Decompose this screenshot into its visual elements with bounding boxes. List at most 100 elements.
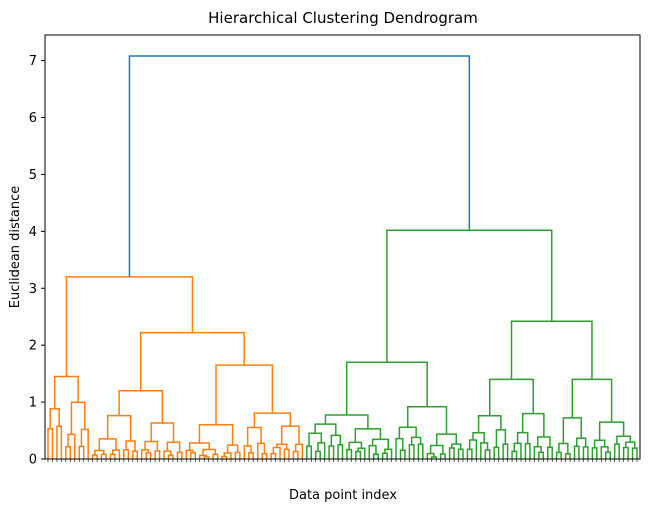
dendrogram-link <box>317 442 326 459</box>
dendrogram-link <box>125 440 136 452</box>
dendrogram-link <box>215 364 274 425</box>
dendrogram-link <box>202 448 217 456</box>
dendrogram-link <box>562 417 582 444</box>
dendrogram-link <box>139 331 245 391</box>
dendrogram-link <box>328 445 335 459</box>
dendrogram-link <box>198 424 234 446</box>
cluster-a-link <box>65 276 194 377</box>
dendrogram-link <box>292 450 299 459</box>
dendrogram-link <box>536 436 551 448</box>
dendrogram-link <box>337 444 344 459</box>
dendrogram-link <box>524 442 531 459</box>
dendrogram-link <box>190 451 196 459</box>
dendrogram-link <box>372 453 379 459</box>
dendrogram-link <box>371 438 389 450</box>
dendrogram-link <box>381 452 388 459</box>
y-tick-label: 6 <box>29 111 37 126</box>
dendrogram-link <box>368 444 377 459</box>
dendrogram-link <box>582 446 589 459</box>
dendrogram-link <box>489 378 535 416</box>
dendrogram-link <box>480 442 489 459</box>
dendrogram-link <box>65 445 72 459</box>
dendrogram-link <box>408 443 415 459</box>
y-axis-label: Euclidean distance <box>8 186 23 309</box>
dendrogram-link <box>625 441 636 449</box>
dendrogram-link <box>56 425 63 459</box>
dendrogram-link <box>308 432 323 447</box>
dendrogram-link <box>355 450 362 459</box>
dendrogram-link <box>399 449 406 459</box>
dendrogram-link <box>166 441 181 453</box>
dendrogram-link <box>493 446 500 459</box>
dendrogram-link <box>198 454 208 459</box>
dendrogram-link <box>502 443 509 459</box>
dendrogram-link <box>275 443 288 450</box>
dendrogram-link <box>144 440 159 452</box>
leaf-labels <box>47 459 638 462</box>
dendrogram-link <box>150 422 175 443</box>
dendrogram-link <box>145 452 152 459</box>
y-tick-label: 7 <box>29 54 37 69</box>
plot-frame <box>44 34 641 460</box>
dendrogram-link <box>538 451 545 459</box>
dendrogram-link <box>605 451 611 459</box>
dendrogram-link <box>163 450 172 459</box>
dendrogram-link <box>280 425 300 445</box>
dendrogram-link <box>407 406 448 435</box>
dendrogram-link <box>495 429 507 448</box>
cluster-b-link <box>386 229 553 363</box>
dendrogram-link <box>348 441 363 450</box>
dendrogram-link <box>49 408 60 429</box>
dendrogram-link <box>571 378 613 423</box>
dendrogram-link <box>80 428 89 459</box>
dendrogram-link <box>132 450 138 459</box>
dendrogram-link <box>283 448 290 459</box>
y-tick-label: 4 <box>29 225 37 240</box>
y-tick-label: 1 <box>29 396 37 411</box>
dendrogram-link <box>484 449 491 459</box>
dendrogram-link <box>345 361 428 416</box>
dendrogram-link <box>70 401 86 435</box>
dendrogram-link <box>457 448 464 459</box>
dendrogram-link <box>354 428 382 443</box>
dendrogram-link <box>468 439 478 459</box>
dendrogram-link <box>123 449 130 459</box>
dendrogram-link <box>253 412 292 428</box>
dendrogram-link <box>94 449 105 455</box>
dendrogram-link <box>395 437 404 459</box>
dendrogram-link <box>234 451 241 459</box>
dendrogram-link <box>622 446 629 459</box>
dendrogram-link <box>324 414 369 429</box>
y-tick-label: 2 <box>29 339 37 354</box>
dendrogram-link <box>221 455 228 459</box>
dendrogram-link <box>212 453 219 459</box>
dendrogram-link <box>533 446 542 459</box>
dendrogram-link <box>516 431 529 444</box>
dendrogram-link <box>314 450 321 459</box>
y-tick-label: 0 <box>29 453 37 468</box>
dendrogram-link <box>272 446 281 459</box>
root-link <box>128 55 471 277</box>
dendrogram-link <box>511 450 518 459</box>
dendrogram-link <box>314 423 337 436</box>
dendrogram-link <box>472 431 485 443</box>
dendrogram-link <box>67 433 76 459</box>
dendrogram-link <box>448 447 455 459</box>
dendrogram-link <box>106 414 132 441</box>
dendrogram-link <box>203 456 210 459</box>
y-tick-label: 3 <box>29 282 37 297</box>
dendrogram-link <box>417 443 424 459</box>
dendrogram-link <box>261 452 268 459</box>
dendrogram-link <box>616 435 632 445</box>
chart-title: Hierarchical Clustering Dendrogram <box>208 9 478 27</box>
dendrogram-link <box>243 445 252 459</box>
dendrogram-link <box>111 449 121 459</box>
dendrogram-link <box>384 448 393 459</box>
x-axis-label: Data point index <box>289 488 397 503</box>
dendrogram-link <box>306 445 313 459</box>
dendrogram-link <box>451 443 462 450</box>
plot-area <box>47 55 638 459</box>
dendrogram-link <box>410 436 422 445</box>
dendrogram-link <box>510 320 593 380</box>
